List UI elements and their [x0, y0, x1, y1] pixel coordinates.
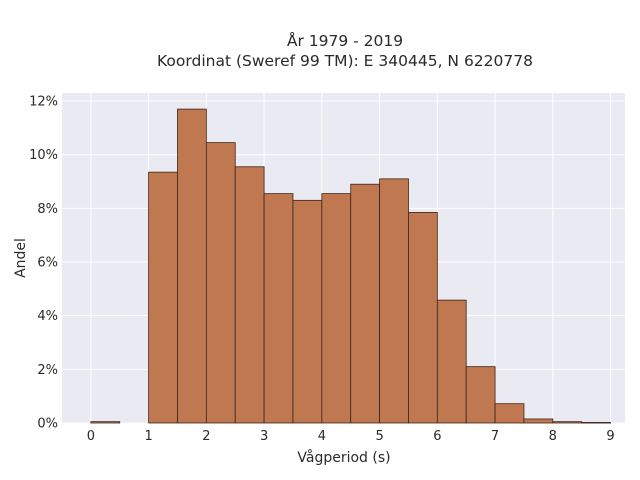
histogram-bar — [234, 166, 265, 424]
histogram-bar — [494, 403, 525, 424]
x-tick-label: 1 — [144, 429, 152, 444]
histogram-bar — [292, 199, 323, 424]
histogram-bar — [177, 108, 207, 424]
y-tick-label: 2% — [37, 363, 58, 378]
histogram-bar — [408, 211, 438, 424]
x-tick-label: 7 — [491, 429, 499, 444]
x-tick-label: 2 — [202, 429, 210, 444]
y-tick-label: 6% — [37, 256, 58, 271]
chart-title-line2: Koordinat (Sweref 99 TM): E 340445, N 62… — [157, 52, 533, 70]
histogram-bar — [263, 193, 294, 424]
x-tick-label: 0 — [87, 429, 95, 444]
histogram-bar — [465, 366, 496, 424]
histogram-bar — [350, 183, 380, 424]
histogram-bar — [523, 418, 554, 424]
histogram-bars — [90, 108, 611, 424]
x-tick-label: 4 — [318, 429, 326, 444]
histogram-bar — [552, 421, 583, 424]
y-axis-ticks: 0% 2% 4% 6% 8% 10% 12% — [29, 95, 58, 432]
histogram-bar — [148, 171, 178, 424]
histogram-bar — [581, 422, 611, 424]
y-tick-label: 12% — [29, 95, 58, 110]
histogram-bar — [205, 142, 236, 424]
x-axis-label: Vågperiod (s) — [297, 449, 390, 466]
histogram-bar — [379, 178, 409, 424]
y-tick-label: 0% — [37, 417, 58, 432]
y-axis-label: Andel — [13, 238, 29, 278]
x-tick-label: 8 — [549, 429, 557, 444]
histogram-bar — [321, 193, 352, 424]
histogram-bar — [90, 421, 121, 424]
x-tick-label: 6 — [433, 429, 441, 444]
x-tick-label: 3 — [260, 429, 268, 444]
y-tick-label: 10% — [29, 148, 58, 163]
x-tick-label: 5 — [375, 429, 383, 444]
histogram-bar — [436, 299, 467, 424]
y-tick-label: 4% — [37, 309, 58, 324]
chart-title-line1: År 1979 - 2019 — [287, 31, 403, 50]
y-tick-label: 8% — [37, 202, 58, 217]
x-axis-ticks: 0 1 2 3 4 5 6 7 8 9 — [87, 429, 615, 444]
x-tick-label: 9 — [606, 429, 614, 444]
